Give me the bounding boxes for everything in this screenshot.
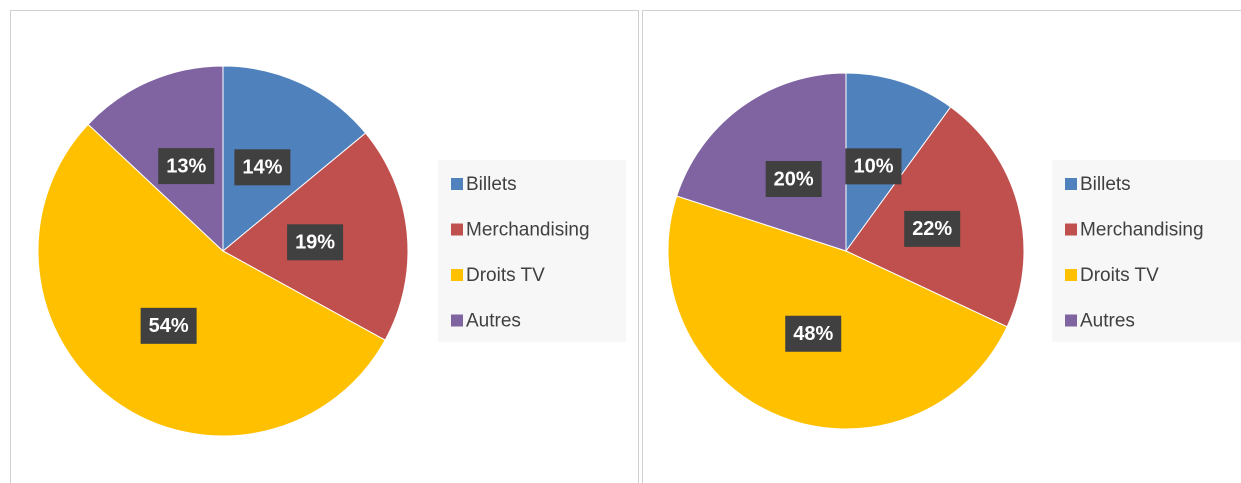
legend-swatch [1065,269,1077,281]
pie-slice [37,123,386,437]
data-label: 19% [295,232,335,254]
legend-swatch [451,178,463,190]
data-label-box [158,148,215,185]
data-label-box [845,148,902,185]
data-label: 10% [853,156,893,178]
data-label-box [287,224,344,261]
data-label: 13% [166,155,206,177]
legend-label: Billets [1080,174,1131,195]
legend-swatch [1065,314,1077,327]
legend [1052,160,1241,342]
legend-swatch [451,269,463,281]
legend-label: Merchandising [466,220,590,241]
legend-label: Autres [466,311,521,332]
pie-slice [667,195,1008,430]
legend [438,160,626,342]
legend-swatch [451,314,463,327]
legend-swatch [1065,223,1077,236]
pie-slice [87,65,224,253]
data-label: 48% [793,323,833,345]
pie-slice [676,72,847,252]
legend-swatch [1065,178,1077,190]
data-label-box [140,307,197,344]
legend-label: Autres [1080,311,1135,332]
data-label: 14% [242,157,282,179]
legend-swatch [451,223,463,236]
data-label: 22% [912,218,952,240]
data-label-box [234,149,291,186]
pie-slice [222,65,367,253]
data-label-box [785,315,842,352]
legend-label: Merchandising [1080,220,1204,241]
data-label: 54% [149,315,189,337]
legend-label: Droits TV [466,265,545,286]
data-label-box [904,210,961,247]
data-label-box [765,160,822,197]
legend-label: Droits TV [1080,265,1159,286]
legend-label: Billets [466,174,517,195]
data-label: 20% [774,168,814,190]
